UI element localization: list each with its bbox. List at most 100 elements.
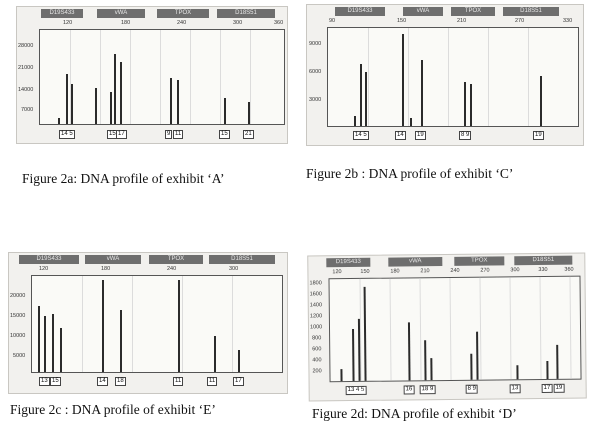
peak bbox=[110, 92, 112, 124]
peak bbox=[352, 328, 355, 381]
allele-label: 11 bbox=[207, 377, 218, 386]
peak bbox=[66, 74, 68, 124]
y-tick-label: 400 bbox=[312, 357, 322, 364]
trace-area bbox=[39, 29, 285, 125]
allele-label: 19 bbox=[553, 383, 565, 393]
figure-caption: Figure 2d: DNA profile of exhibit ‘D’ bbox=[312, 406, 517, 421]
locus-label: TPOX bbox=[454, 256, 505, 266]
panel-b: D19S433 vWA TPOX D18S51 90 150 210 270 3… bbox=[296, 0, 593, 200]
allele-label: 13 4 5 bbox=[345, 385, 367, 396]
y-tick-label: 1600 bbox=[309, 291, 322, 298]
peak bbox=[177, 80, 179, 124]
peak bbox=[410, 118, 412, 126]
locus-label: vWA bbox=[388, 257, 443, 267]
x-tick-label: 330 bbox=[563, 18, 573, 24]
allele-label: 14 bbox=[395, 131, 406, 140]
peak bbox=[470, 84, 472, 126]
locus-label: D19S433 bbox=[335, 7, 385, 16]
allele-label: 14 5 bbox=[353, 131, 369, 140]
locus-label: vWA bbox=[85, 255, 141, 264]
locus-label: D19S433 bbox=[19, 255, 79, 264]
peak bbox=[365, 72, 367, 126]
y-tick-label: 1200 bbox=[309, 313, 323, 320]
y-tick-label: 1000 bbox=[309, 324, 323, 331]
x-tick-label: 150 bbox=[397, 18, 407, 24]
x-tick-label: 180 bbox=[101, 266, 111, 272]
peak bbox=[238, 350, 240, 372]
electropherogram-a: D19S433 vWA TPOX D18S51 120 180 240 300 … bbox=[16, 6, 288, 144]
trace-area bbox=[31, 275, 283, 373]
x-tick-label: 90 bbox=[329, 18, 336, 24]
peak bbox=[58, 118, 60, 124]
panel-c: D19S433 vWA TPOX D18S51 120 180 240 300 … bbox=[0, 230, 296, 423]
peak bbox=[120, 62, 122, 124]
figure-caption: Figure 2b : DNA profile of exhibit ‘C’ bbox=[306, 166, 514, 181]
x-tick-label: 300 bbox=[233, 20, 243, 26]
y-tick-label: 1800 bbox=[309, 280, 322, 287]
allele-label: 17 bbox=[541, 383, 553, 394]
y-tick-label: 800 bbox=[312, 335, 322, 342]
peak bbox=[540, 76, 542, 126]
locus-bar: D19S433 vWA TPOX D18S51 bbox=[9, 255, 287, 264]
y-tick-label: 28000 bbox=[18, 43, 34, 49]
y-tick-label: 200 bbox=[312, 368, 322, 375]
locus-label: TPOX bbox=[157, 9, 209, 18]
peak bbox=[470, 353, 473, 380]
x-tick-label: 300 bbox=[510, 267, 520, 274]
allele-label: 18 9 bbox=[419, 385, 436, 395]
allele-label: 8 9 bbox=[465, 384, 479, 394]
x-tick-label: 120 bbox=[63, 20, 73, 26]
peak bbox=[421, 60, 423, 126]
x-tick-label: 240 bbox=[167, 266, 177, 272]
locus-label: D18S51 bbox=[514, 255, 573, 266]
peak bbox=[424, 340, 427, 381]
x-tick-label: 300 bbox=[229, 266, 239, 272]
locus-label: D18S51 bbox=[503, 7, 559, 16]
locus-label: D18S51 bbox=[217, 9, 275, 18]
peak bbox=[407, 322, 411, 381]
peak bbox=[95, 88, 97, 124]
peak bbox=[476, 331, 479, 380]
locus-label: D19S433 bbox=[326, 257, 371, 268]
panel-a: D19S433 vWA TPOX D18S51 120 180 240 300 … bbox=[0, 0, 296, 200]
locus-label: vWA bbox=[97, 9, 145, 18]
y-tick-label: 3000 bbox=[309, 97, 322, 103]
peak bbox=[114, 54, 116, 124]
x-tick-label: 330 bbox=[538, 266, 548, 274]
y-tick-label: 21000 bbox=[18, 65, 34, 71]
peak bbox=[363, 286, 367, 381]
peak bbox=[556, 344, 559, 379]
panel-d: D19S433 vWA TPOX D18S51 120 150 180 210 … bbox=[296, 230, 593, 423]
y-tick-label: 14000 bbox=[18, 87, 34, 93]
peak bbox=[178, 280, 180, 372]
electropherogram-c: D19S433 vWA TPOX D18S51 120 180 240 300 … bbox=[8, 252, 288, 394]
allele-label: 16 bbox=[403, 385, 415, 395]
y-tick-label: 6000 bbox=[309, 69, 322, 75]
peak bbox=[102, 280, 104, 372]
trace-area bbox=[327, 27, 579, 127]
figure-caption: Figure 2c : DNA profile of exhibit ‘E’ bbox=[10, 402, 216, 417]
allele-label: 15 bbox=[50, 377, 61, 386]
locus-label: TPOX bbox=[149, 255, 203, 264]
peak bbox=[360, 64, 362, 126]
peak bbox=[430, 358, 433, 381]
peak bbox=[52, 314, 54, 372]
peak bbox=[170, 78, 172, 124]
peak bbox=[214, 336, 216, 372]
peak bbox=[71, 84, 73, 124]
y-tick-label: 1400 bbox=[309, 302, 323, 309]
locus-bar: D19S433 vWA TPOX D18S51 bbox=[308, 255, 584, 268]
peak bbox=[464, 82, 466, 126]
y-tick-label: 7000 bbox=[21, 107, 34, 113]
peak bbox=[224, 98, 226, 124]
peak bbox=[44, 316, 46, 372]
peak bbox=[354, 116, 356, 126]
allele-label: 19 bbox=[533, 131, 544, 140]
allele-label: 9 bbox=[165, 130, 173, 139]
allele-label: 13 bbox=[39, 377, 50, 386]
allele-label: 19 bbox=[415, 131, 426, 140]
x-tick-label: 150 bbox=[360, 268, 370, 275]
peak bbox=[402, 34, 404, 126]
x-tick-label: 270 bbox=[480, 267, 490, 274]
y-tick-label: 600 bbox=[312, 346, 322, 353]
